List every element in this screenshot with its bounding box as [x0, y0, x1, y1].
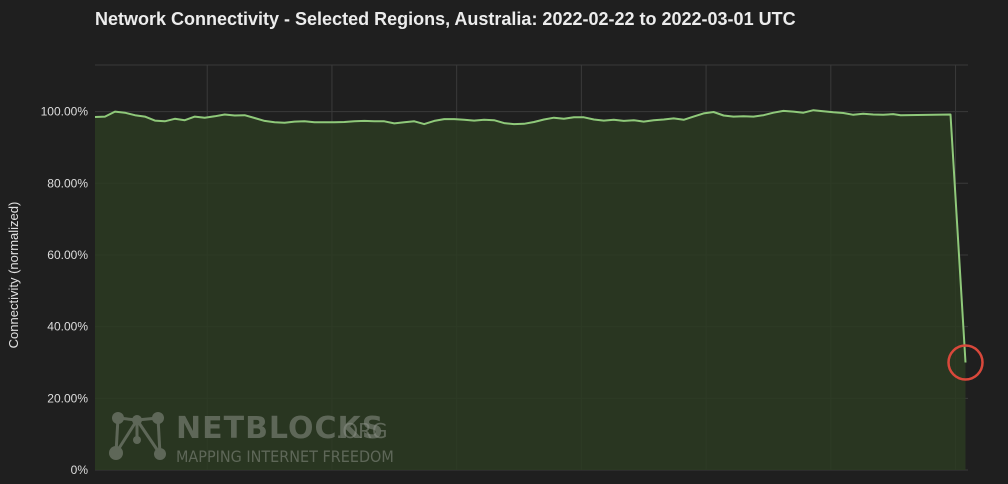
watermark-suffix: .ORG [336, 419, 388, 443]
series-line [94, 109, 967, 363]
network-logo-icon [109, 412, 166, 460]
highlight-circle [947, 344, 984, 381]
series-area [95, 110, 966, 470]
watermark-tagline: MAPPING INTERNET FREEDOM [176, 447, 394, 466]
y-tick-label: 100.00% [41, 105, 89, 119]
y-tick-label: 20.00% [47, 391, 88, 405]
series-line-path [94, 109, 967, 363]
y-tick-label: 0% [71, 463, 89, 477]
chart-title: Network Connectivity - Selected Regions,… [95, 9, 796, 29]
highlight-marker [947, 344, 984, 381]
series-area-fill [95, 110, 966, 470]
y-axis: 0% 20.00% 40.00% 60.00% 80.00% 100.00% [41, 105, 89, 477]
y-axis-label: Connectivity (normalized) [6, 202, 21, 349]
y-tick-label: 80.00% [47, 176, 88, 190]
netblocks-watermark: NETBLOCKS .ORG MAPPING INTERNET FREEDOM [109, 411, 394, 466]
y-tick-label: 40.00% [47, 320, 88, 334]
y-tick-label: 60.00% [47, 248, 88, 262]
watermark-brand: NETBLOCKS [176, 411, 384, 446]
